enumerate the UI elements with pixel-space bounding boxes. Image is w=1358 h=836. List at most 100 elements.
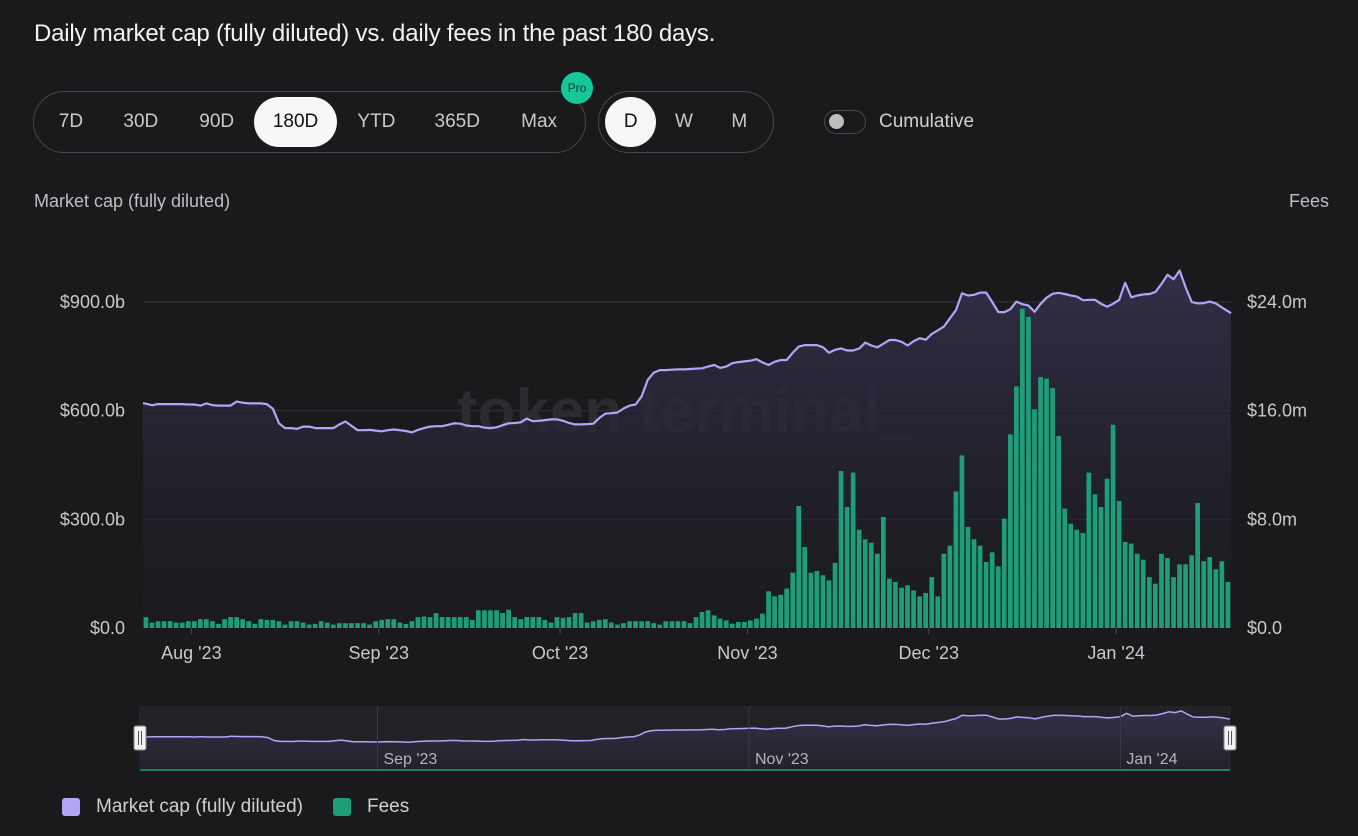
fees-bar <box>832 562 838 628</box>
cumulative-label: Cumulative <box>879 111 975 132</box>
legend-swatch-fees[interactable] <box>332 798 351 816</box>
fees-bar <box>500 613 505 628</box>
fees-bar <box>862 539 868 628</box>
fees-bar <box>935 596 941 628</box>
granularity-month-button[interactable]: M <box>731 111 748 132</box>
fees-bar <box>796 506 802 628</box>
legend: Market cap (fully diluted) Fees <box>62 796 409 818</box>
legend-label-fees[interactable]: Fees <box>366 796 410 817</box>
fees-bar <box>518 619 524 628</box>
fees-bar <box>977 545 983 628</box>
fees-bar <box>693 617 699 628</box>
fees-bar <box>675 621 681 628</box>
fees-bar <box>1008 434 1013 628</box>
fees-bar <box>965 526 971 628</box>
fees-bar <box>705 610 711 628</box>
legend-label-market-cap[interactable]: Market cap (fully diluted) <box>96 796 303 817</box>
fees-bar <box>536 617 542 628</box>
fees-bar <box>669 621 675 628</box>
legend-swatch-market-cap[interactable] <box>62 798 80 816</box>
x-tick-label: Sep '23 <box>348 643 409 663</box>
fees-bar <box>736 622 741 628</box>
fees-bar <box>1225 582 1231 628</box>
left-tick-label: $900.0b <box>60 292 125 312</box>
fees-bar <box>210 621 215 628</box>
navigator-tick-label: Jan '24 <box>1126 751 1177 768</box>
range-7d-button[interactable]: 7D <box>58 111 84 132</box>
fees-bar <box>578 613 584 628</box>
fees-bar <box>1086 472 1092 628</box>
fees-bar <box>814 571 820 628</box>
fees-bar <box>917 596 922 628</box>
navigator-right-handle[interactable] <box>1223 725 1237 751</box>
fees-bar <box>1074 529 1080 628</box>
fees-bar <box>470 619 475 628</box>
fees-bar <box>875 553 880 628</box>
pro-badge: Pro <box>561 72 593 104</box>
fees-bar <box>681 621 687 628</box>
fees-bar <box>657 624 663 628</box>
fees-bar <box>947 545 953 628</box>
fees-bar <box>1207 557 1213 628</box>
right-tick-label: $16.0m <box>1247 401 1307 421</box>
fees-bar <box>361 623 366 628</box>
fees-bar <box>929 577 935 628</box>
right-axis-title: Fees <box>1288 191 1329 211</box>
fees-bar <box>409 621 415 628</box>
fees-bar <box>651 623 656 628</box>
fees-bar <box>1092 494 1098 628</box>
fees-bar <box>143 617 149 628</box>
fees-bar <box>548 622 554 628</box>
fees-bar <box>1056 436 1061 628</box>
fees-bar <box>494 610 499 628</box>
fees-bar <box>192 621 197 628</box>
fees-bar <box>663 621 669 628</box>
x-axis-ticks: Aug '23 Sep '23 Oct '23 Nov '23 Dec '23 Jan '… <box>161 628 1145 663</box>
fees-bar <box>754 618 759 628</box>
fees-bar <box>748 620 753 628</box>
range-90d-button[interactable]: 90D <box>199 111 235 132</box>
range-ytd-button[interactable]: YTD <box>357 111 396 132</box>
fees-bar <box>524 617 530 628</box>
fees-bar <box>445 617 451 628</box>
fees-bar <box>1134 553 1140 628</box>
fees-bar <box>318 621 324 628</box>
market-cap-line-path <box>142 269 1232 434</box>
fees-bar <box>1128 543 1134 628</box>
fees-bar <box>240 619 245 628</box>
range-navigator: Sep '23 Nov '23 Jan '24 <box>133 706 1237 771</box>
fees-bar <box>161 621 167 628</box>
fees-bar <box>1183 564 1188 628</box>
range-30d-button[interactable]: 30D <box>123 111 159 132</box>
x-tick-label: Nov '23 <box>717 643 777 663</box>
range-max-button[interactable]: Max <box>521 111 558 132</box>
fees-bar <box>1159 553 1164 628</box>
cumulative-toggle[interactable] <box>824 110 866 134</box>
fees-bar <box>766 591 771 628</box>
fees-bar <box>1213 569 1219 628</box>
fees-bar <box>844 507 850 628</box>
fees-bar <box>959 455 965 628</box>
granularity-day-button[interactable]: D <box>605 97 657 147</box>
range-180d-button[interactable]: 180D <box>253 97 338 147</box>
fees-bar <box>185 621 191 628</box>
fees-bar <box>717 618 723 628</box>
fees-bar <box>222 619 227 628</box>
range-365d-button[interactable]: 365D <box>434 111 480 132</box>
granularity-week-button[interactable]: W <box>675 111 693 132</box>
fees-bar <box>306 624 312 628</box>
fees-bar <box>331 624 336 628</box>
fees-bar <box>379 619 384 628</box>
fees-bar <box>1050 388 1055 628</box>
time-range-selector: 7D 30D 90D 180D YTD 365D Max <box>33 91 586 153</box>
right-tick-label: $0.0 <box>1247 618 1282 638</box>
fees-bar <box>451 617 457 628</box>
navigator-area <box>140 710 1230 770</box>
navigator-left-handle[interactable] <box>133 725 147 751</box>
fees-bar <box>155 621 161 628</box>
fees-bar <box>971 539 977 628</box>
fees-bar <box>711 615 717 628</box>
fees-bar <box>1195 503 1200 628</box>
fees-bar <box>1116 501 1122 628</box>
